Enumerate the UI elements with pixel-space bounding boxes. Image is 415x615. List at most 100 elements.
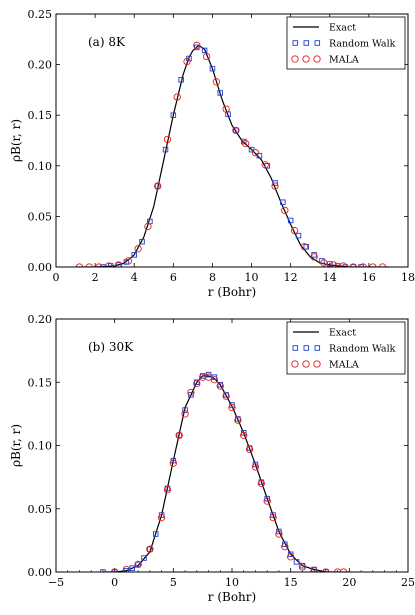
x-tick-label: 18 [401, 271, 415, 284]
data-point-square [295, 232, 302, 239]
data-point-circle [257, 479, 265, 488]
legend-square-swatch [292, 40, 299, 46]
data-point-circle [298, 563, 307, 571]
data-point-square [135, 561, 141, 568]
series-circle [75, 41, 387, 267]
series-line [75, 44, 389, 267]
data-point-circle [320, 259, 328, 267]
data-point-square [178, 77, 184, 83]
data-point-circle [330, 261, 338, 267]
data-point-square [217, 90, 224, 96]
y-tick-label: 0.10 [28, 160, 53, 173]
data-point-square [327, 261, 333, 267]
data-point-circle [281, 206, 289, 214]
data-point-circle [169, 459, 177, 467]
data-point-circle [290, 226, 299, 235]
data-point-circle [124, 257, 133, 265]
data-point-circle [216, 382, 224, 390]
legend: Exact Random Walk MALA [286, 16, 406, 70]
legend-square-swatch [303, 40, 310, 46]
data-point-circle [310, 567, 318, 572]
data-point-circle [146, 545, 154, 553]
data-point-square [111, 569, 118, 572]
legend-box [286, 16, 406, 70]
data-point-circle [175, 431, 183, 440]
data-point-circle [240, 431, 248, 440]
y-axis-label: ρB(r, r) [9, 119, 23, 162]
data-point-circle [154, 182, 162, 190]
data-point-circle [228, 403, 236, 412]
data-point-circle [232, 126, 240, 135]
data-point-circle [300, 243, 309, 251]
data-point-square [129, 565, 136, 571]
data-point-circle [242, 139, 250, 148]
data-point-square [152, 531, 159, 537]
data-point-circle [251, 463, 260, 471]
legend-label: Exact [329, 328, 356, 339]
data-point-circle [181, 410, 189, 418]
x-tick-label: 10 [225, 576, 239, 589]
y-tick-label: 0.20 [28, 313, 53, 326]
data-point-square [182, 407, 188, 413]
legend-label: Random Walk [329, 344, 396, 355]
legend-circle-swatch [291, 55, 299, 63]
legend-circle-swatch [291, 360, 299, 368]
data-point-circle [222, 392, 230, 400]
legend-circle-swatch [302, 55, 310, 63]
x-tick-label: 2 [92, 271, 99, 284]
legend-square-swatch [292, 345, 299, 351]
data-point-square [264, 163, 270, 169]
x-tick-label: 5 [170, 576, 177, 589]
data-point-square [272, 180, 278, 186]
axes-frame [55, 13, 409, 268]
data-point-circle [204, 373, 213, 381]
plot-area [75, 41, 389, 267]
data-point-circle [163, 486, 172, 494]
y-tick-label: 0.05 [28, 210, 53, 223]
data-point-square [293, 559, 300, 565]
legend-label: Exact [329, 23, 356, 34]
data-point-square [139, 238, 145, 245]
series-circle [111, 373, 348, 572]
data-point-circle [122, 565, 131, 572]
data-point-square [123, 259, 130, 265]
legend-circle-swatch [313, 55, 321, 63]
y-tick-label: 0.20 [28, 59, 53, 72]
data-point-square [323, 569, 329, 572]
panel-label: (b) 30K [88, 340, 134, 354]
data-point-circle [275, 530, 283, 538]
data-point-square [100, 569, 106, 572]
data-point-circle [310, 253, 318, 261]
data-point-circle [339, 262, 348, 267]
x-tick-label: −5 [48, 576, 64, 589]
panel-a: 0 2 4 6 8 10 12 14 16 18 0.00 0.05 0.10 0.15 0.20 0.25 (… [9, 8, 415, 299]
y-tick-label: 0.00 [28, 261, 53, 274]
plot-area [100, 371, 350, 572]
x-tick-label: 12 [284, 271, 298, 284]
data-point-square [147, 546, 153, 552]
exact-curve [75, 44, 389, 267]
y-tick-label: 0.00 [28, 566, 53, 579]
data-point-circle [269, 513, 277, 522]
data-point-circle [163, 135, 172, 144]
data-point-circle [261, 161, 269, 169]
series-line [102, 375, 350, 572]
data-point-circle [193, 41, 201, 50]
data-point-square [280, 199, 286, 205]
data-point-square [342, 264, 349, 267]
data-point-circle [173, 93, 181, 101]
y-axis-label: ρB(r, r) [9, 424, 23, 467]
data-point-circle [271, 182, 279, 190]
y-tick-label: 0.10 [28, 440, 53, 453]
data-point-circle [144, 222, 152, 231]
series-square [100, 371, 329, 572]
legend-circle-swatch [302, 360, 310, 368]
data-point-circle [202, 52, 211, 61]
y-tick-label: 0.15 [28, 109, 53, 122]
data-point-square [209, 65, 216, 72]
x-tick-label: 8 [209, 271, 216, 284]
data-point-circle [210, 376, 219, 384]
data-point-circle [281, 543, 289, 551]
data-point-circle [222, 105, 230, 113]
x-tick-label: 25 [401, 576, 415, 589]
